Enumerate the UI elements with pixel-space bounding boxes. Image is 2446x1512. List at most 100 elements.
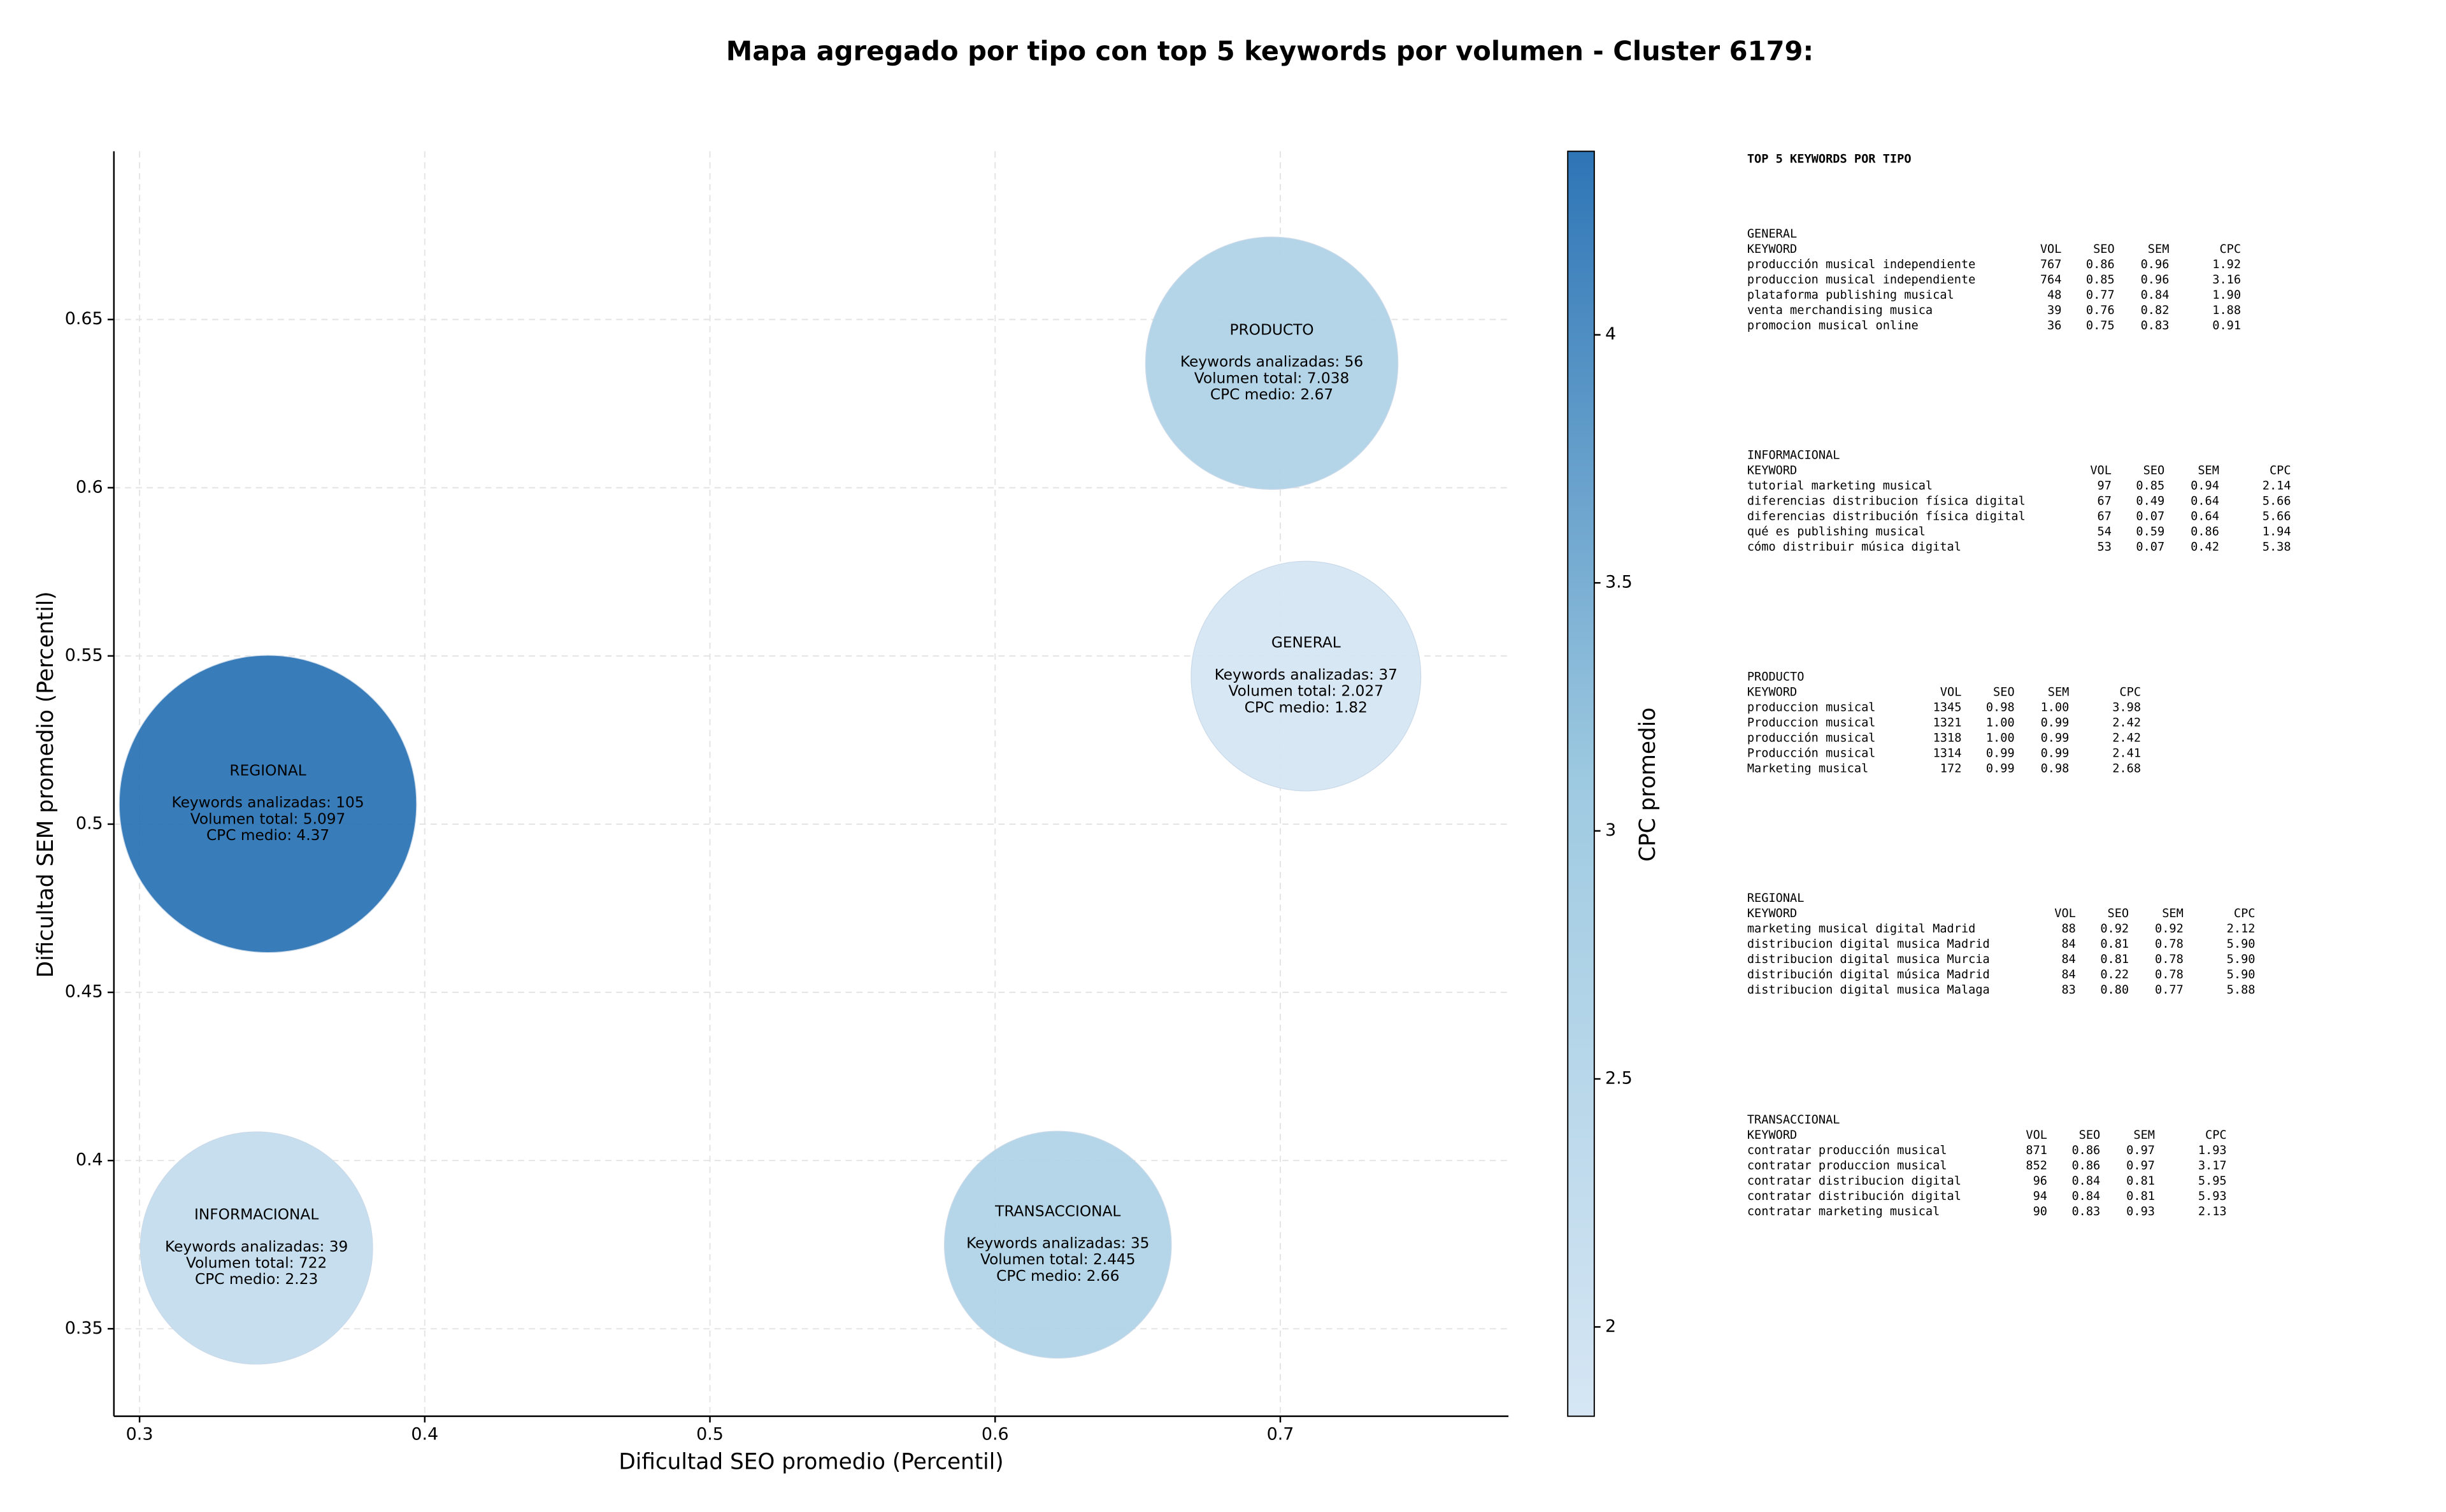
- bubble-info: CPC medio: 4.37: [206, 827, 329, 844]
- keyword-cell: promocion musical online: [1747, 319, 1919, 332]
- keyword-cell: produccion musical independiente: [1747, 273, 1976, 287]
- bubble-info: Volumen total: 2.445: [980, 1251, 1136, 1268]
- keyword-cell: 5.88: [2227, 983, 2256, 997]
- bubble: [118, 655, 417, 953]
- keyword-cell: 172: [1940, 762, 1962, 775]
- group-name: GENERAL: [1747, 227, 1797, 241]
- keyword-cell: tutorial marketing musical: [1747, 480, 1933, 493]
- keyword-cell: 0.84: [2071, 1190, 2100, 1203]
- column-header: SEM: [2133, 1129, 2155, 1142]
- column-header: VOL: [2090, 464, 2112, 478]
- keyword-cell: 1.94: [2263, 525, 2291, 539]
- keyword-cell: 1314: [1933, 746, 1962, 760]
- keyword-cell: 0.42: [2191, 541, 2219, 554]
- bubble-info: CPC medio: 2.66: [996, 1267, 1119, 1285]
- column-header: CPC: [2270, 464, 2291, 478]
- keyword-cell: 0.83: [2141, 319, 2170, 332]
- keyword-cell: 84: [2061, 938, 2075, 951]
- keyword-cell: 2.12: [2227, 922, 2256, 936]
- keyword-cell: 1321: [1933, 716, 1962, 729]
- keyword-cell: 0.84: [2141, 289, 2170, 302]
- keyword-cell: 3.16: [2212, 273, 2241, 287]
- keyword-cell: 0.59: [2136, 525, 2164, 539]
- keyword-cell: 0.98: [2041, 762, 2070, 775]
- colorbar-label: CPC promedio: [1635, 708, 1661, 862]
- keyword-cell: 2.68: [2112, 762, 2141, 775]
- keyword-cell: 67: [2098, 495, 2112, 508]
- keyword-cell: contratar produccion musical: [1747, 1159, 1947, 1173]
- keyword-cell: 1345: [1933, 701, 1962, 714]
- x-tick-label: 0.6: [982, 1425, 1009, 1444]
- keyword-cell: Producción musical: [1747, 746, 1876, 760]
- column-header: KEYWORD: [1747, 907, 1797, 920]
- keyword-cell: 0.97: [2126, 1144, 2155, 1157]
- keyword-cell: 0.78: [2155, 953, 2184, 966]
- keyword-cell: 1.00: [1986, 731, 2015, 745]
- keyword-cell: 1.00: [2041, 701, 2070, 714]
- column-header: SEM: [2198, 464, 2219, 478]
- keyword-cell: distribucion digital musica Murcia: [1747, 953, 1990, 966]
- keyword-cell: 1.88: [2212, 304, 2241, 317]
- chart-title: Mapa agregado por tipo con top 5 keyword…: [726, 35, 1813, 66]
- bubble-info: Keywords analizadas: 37: [1215, 666, 1398, 683]
- keyword-cell: 0.76: [2086, 304, 2115, 317]
- keyword-cell: 83: [2061, 983, 2075, 997]
- keyword-cell: 5.90: [2227, 938, 2256, 951]
- bubble-info: CPC medio: 1.82: [1245, 699, 1368, 716]
- x-axis-label: Dificultad SEO promedio (Percentil): [619, 1450, 1003, 1475]
- column-header: SEM: [2048, 685, 2070, 699]
- keyword-cell: 39: [2047, 304, 2061, 317]
- keyword-cell: 5.90: [2227, 953, 2256, 966]
- keyword-cell: 0.98: [1986, 701, 2015, 714]
- group-name: REGIONAL: [1747, 892, 1805, 905]
- x-tick-label: 0.3: [126, 1425, 154, 1444]
- keyword-cell: 54: [2098, 525, 2112, 539]
- keyword-cell: contratar marketing musical: [1747, 1205, 1940, 1218]
- bubble-info: Keywords analizadas: 35: [966, 1235, 1149, 1252]
- column-header: SEO: [2143, 464, 2165, 478]
- keyword-cell: contratar distribución digital: [1747, 1190, 1961, 1203]
- bubble: [139, 1131, 373, 1365]
- column-header: SEO: [2108, 907, 2129, 920]
- bubble-info: CPC medio: 2.23: [195, 1271, 318, 1288]
- keyword-cell: plataforma publishing musical: [1747, 289, 1954, 302]
- keyword-cell: 0.86: [2086, 258, 2115, 271]
- bubble-info: Volumen total: 5.097: [190, 810, 346, 827]
- keyword-cell: 5.66: [2263, 495, 2291, 508]
- column-header: SEM: [2148, 243, 2170, 256]
- keyword-cell: diferencias distribución física digital: [1747, 510, 2026, 524]
- column-header: KEYWORD: [1747, 243, 1797, 256]
- keyword-cell: 84: [2061, 953, 2075, 966]
- keyword-cell: venta merchandising musica: [1747, 304, 1933, 317]
- keyword-cell: 1318: [1933, 731, 1962, 745]
- colorbar-tick-label: 3.5: [1605, 573, 1633, 592]
- keyword-cell: 0.07: [2136, 510, 2164, 524]
- group-name: INFORMACIONAL: [1747, 449, 1840, 462]
- keyword-cell: 0.94: [2191, 480, 2219, 493]
- column-header: KEYWORD: [1747, 1129, 1797, 1142]
- keyword-cell: 0.49: [2136, 495, 2164, 508]
- keyword-cell: 0.78: [2155, 968, 2184, 981]
- keyword-cell: 0.97: [2126, 1159, 2155, 1173]
- column-header: VOL: [2054, 907, 2076, 920]
- keyword-cell: 0.92: [2155, 922, 2184, 936]
- keyword-cell: 84: [2061, 968, 2075, 981]
- keyword-cell: 36: [2047, 319, 2061, 332]
- column-header: KEYWORD: [1747, 685, 1797, 699]
- keyword-cell: 0.96: [2141, 258, 2170, 271]
- panel-title: TOP 5 KEYWORDS POR TIPO: [1747, 152, 1912, 166]
- keyword-cell: 0.77: [2086, 289, 2115, 302]
- keyword-cell: 0.81: [2126, 1174, 2155, 1188]
- keyword-cell: 0.84: [2071, 1174, 2100, 1188]
- y-axis-label: Dificultad SEM promedio (Percentil): [33, 591, 59, 978]
- group-name: TRANSACCIONAL: [1747, 1113, 1840, 1127]
- y-tick-label: 0.5: [76, 813, 103, 833]
- y-tick-label: 0.65: [65, 309, 103, 329]
- colorbar: [1567, 150, 1595, 1417]
- keyword-cell: Marketing musical: [1747, 762, 1868, 775]
- colorbar-tick-label: 3: [1605, 820, 1616, 840]
- keyword-cell: 0.07: [2136, 541, 2164, 554]
- keyword-cell: 0.99: [2041, 746, 2070, 760]
- keyword-cell: 0.85: [2136, 480, 2164, 493]
